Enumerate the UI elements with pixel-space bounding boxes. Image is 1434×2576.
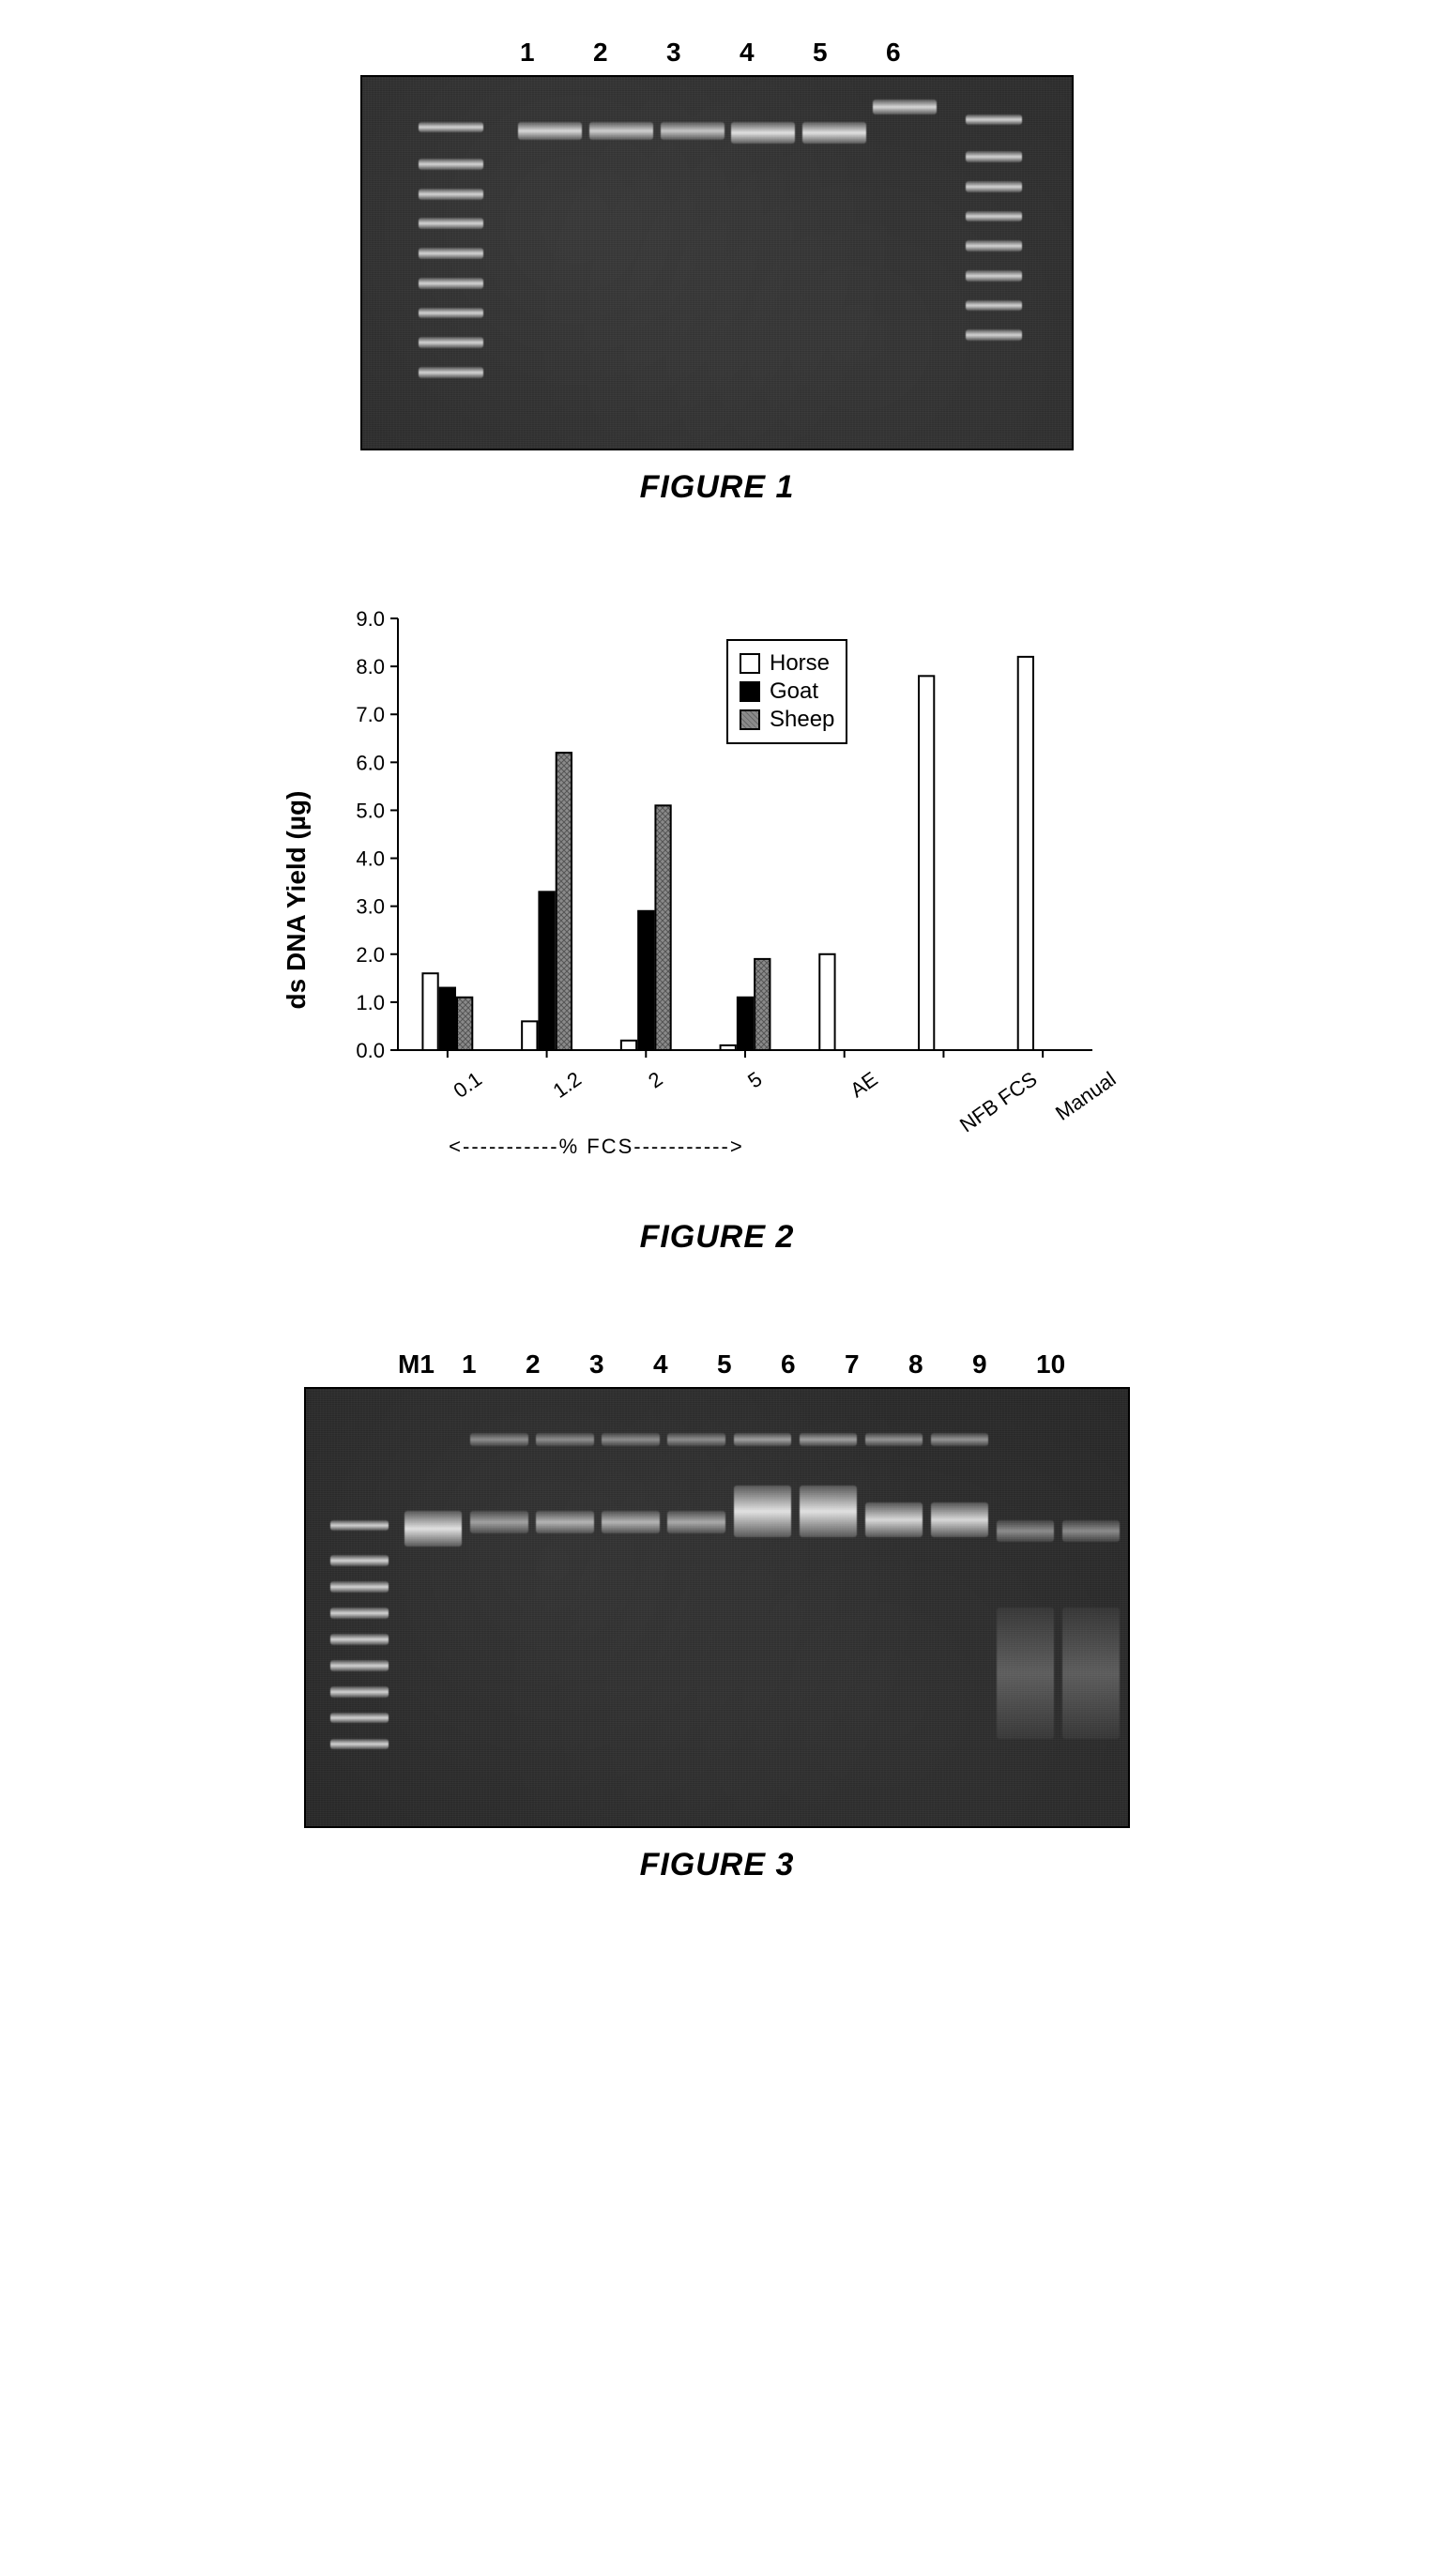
figure-2: ds DNA Yield (µg) 0.01.02.03.04.05.06.07… <box>295 600 1139 1256</box>
lane-label: 4 <box>740 38 755 68</box>
lane-label: 5 <box>717 1349 732 1379</box>
figure-3: M1 1 2 3 4 5 6 7 8 9 10 FIGURE 3 <box>295 1349 1139 1883</box>
lane-label: 2 <box>593 38 608 68</box>
svg-text:6.0: 6.0 <box>356 751 385 774</box>
lane-label: 1 <box>520 38 535 68</box>
figure1-gel-image <box>360 75 1074 450</box>
legend-item: Goat <box>740 678 834 705</box>
legend-label: Sheep <box>770 707 834 733</box>
lane-label: 8 <box>908 1349 923 1379</box>
svg-text:5.0: 5.0 <box>356 799 385 822</box>
legend-swatch <box>740 653 760 674</box>
lane-label: 10 <box>1036 1349 1065 1379</box>
lane-label: 1 <box>462 1349 477 1379</box>
lane-label: 7 <box>845 1349 860 1379</box>
lane-label: 9 <box>972 1349 987 1379</box>
figure2-chart: ds DNA Yield (µg) 0.01.02.03.04.05.06.07… <box>313 600 1121 1200</box>
legend-label: Goat <box>770 678 818 705</box>
legend-label: Horse <box>770 650 830 677</box>
legend-item: Sheep <box>740 707 834 733</box>
figure3-caption: FIGURE 3 <box>295 1847 1139 1883</box>
figure1-lane-labels: 1 2 3 4 5 6 <box>360 38 1074 69</box>
lane-label: 3 <box>666 38 681 68</box>
figure1-caption: FIGURE 1 <box>295 469 1139 506</box>
svg-text:0.0: 0.0 <box>356 1039 385 1062</box>
svg-text:1.0: 1.0 <box>356 991 385 1014</box>
lane-label: 6 <box>886 38 901 68</box>
lane-label: 3 <box>589 1349 604 1379</box>
figure-1: 1 2 3 4 5 6 FIGURE 1 <box>295 38 1139 506</box>
lane-label: 6 <box>781 1349 796 1379</box>
svg-text:2.0: 2.0 <box>356 943 385 967</box>
figure2-caption-text: FIGURE 2 <box>295 1219 1139 1256</box>
figure2-legend: HorseGoatSheep <box>726 639 847 744</box>
svg-text:9.0: 9.0 <box>356 607 385 631</box>
figure3-gel-image <box>304 1387 1130 1828</box>
lane-label: M1 <box>398 1349 435 1379</box>
svg-text:7.0: 7.0 <box>356 703 385 726</box>
svg-text:4.0: 4.0 <box>356 847 385 871</box>
figure2-y-axis-title: ds DNA Yield (µg) <box>282 791 312 1010</box>
figure3-lane-labels: M1 1 2 3 4 5 6 7 8 9 10 <box>304 1349 1130 1381</box>
lane-label: 4 <box>653 1349 668 1379</box>
figure2-fcs-bracket: <-----------% FCS-----------> <box>398 1135 795 1159</box>
svg-text:8.0: 8.0 <box>356 655 385 678</box>
legend-swatch <box>740 681 760 702</box>
lane-label: 2 <box>526 1349 541 1379</box>
svg-text:3.0: 3.0 <box>356 895 385 919</box>
lane-label: 5 <box>813 38 828 68</box>
legend-item: Horse <box>740 650 834 677</box>
legend-swatch <box>740 709 760 730</box>
